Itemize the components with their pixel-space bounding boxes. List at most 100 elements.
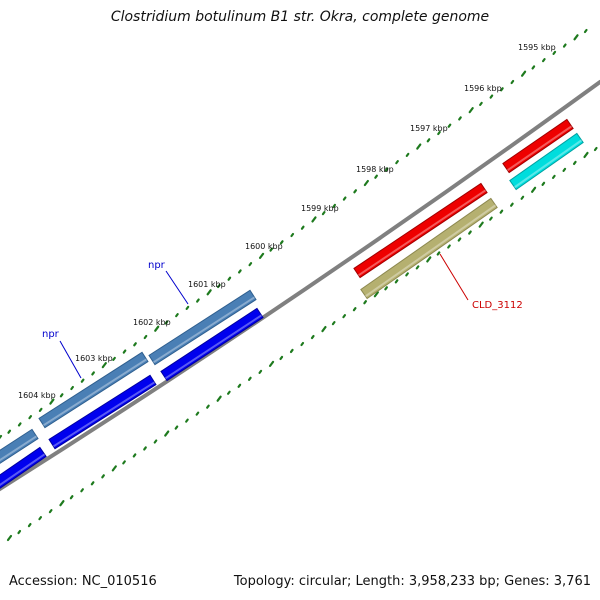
inner-tick-mark — [132, 453, 137, 458]
outer-tick-mark — [206, 289, 212, 296]
outer-tick-mark — [175, 313, 179, 318]
outer-tick-mark — [479, 101, 483, 106]
inner-tick-mark — [80, 488, 84, 493]
outer-tick-mark — [49, 398, 55, 405]
outer-tick-mark — [416, 143, 422, 150]
outer-tick-mark — [290, 232, 295, 238]
inner-tick-mark — [457, 237, 462, 242]
outer-tick-mark — [573, 34, 579, 41]
inner-tick-mark — [342, 314, 347, 319]
inner-tick-mark — [6, 534, 13, 542]
gene-feature-npr[interactable] — [148, 289, 257, 366]
outer-tick-mark — [342, 196, 347, 201]
outer-tick-mark — [426, 138, 431, 143]
gene-label-leader — [165, 270, 189, 305]
outer-tick-mark — [143, 334, 148, 340]
outer-tick-mark — [28, 415, 33, 420]
inner-tick-mark — [478, 221, 484, 228]
inner-tick-mark — [17, 529, 22, 535]
gene-feature-red-6-highlight — [506, 125, 573, 172]
outer-tick-mark — [552, 50, 557, 55]
outer-tick-mark — [101, 362, 107, 369]
inner-tick-mark — [174, 425, 179, 430]
gene-feature-red-6[interactable] — [502, 118, 574, 174]
gene-label-leader — [439, 253, 469, 301]
outer-tick-mark — [321, 211, 326, 216]
gene-feature-blue-5[interactable] — [0, 446, 47, 489]
inner-tick-mark — [122, 460, 126, 465]
outer-tick-mark — [384, 167, 389, 172]
inner-tick-mark — [69, 495, 74, 500]
inner-tick-mark — [59, 500, 65, 507]
gene-label-npr[interactable]: npr — [148, 260, 166, 271]
gene-label-leader — [59, 340, 82, 379]
outer-tick-mark — [583, 28, 588, 34]
map-title: Clostridium botulinum B1 str. Okra, comp… — [110, 9, 490, 25]
outer-tick-mark — [112, 356, 116, 361]
gene-feature-steelblue-2-highlight — [0, 435, 38, 462]
inner-tick-mark — [206, 404, 210, 409]
outer-tick-mark — [217, 283, 221, 289]
gene-feature-npr[interactable] — [38, 351, 149, 429]
outer-tick-mark — [154, 325, 160, 332]
inner-tick-mark — [520, 195, 525, 200]
tick-label-1596-kbp: 1596 kbp — [464, 84, 502, 93]
gene-feature-blue-4[interactable] — [48, 374, 157, 450]
inner-tick-mark — [185, 418, 189, 423]
gene-feature-cld-3112[interactable] — [360, 197, 498, 300]
inner-tick-mark — [415, 265, 420, 270]
inner-tick-mark — [541, 181, 546, 186]
outer-tick-mark — [531, 65, 536, 70]
inner-tick-mark — [90, 481, 95, 486]
gene-feature-steelblue-2[interactable] — [0, 428, 39, 464]
inner-tick-mark — [153, 439, 158, 444]
inner-tick-mark — [101, 474, 105, 479]
gene-feature-blue-3-highlight — [164, 314, 263, 380]
inner-tick-mark — [562, 167, 567, 172]
inner-tick-mark — [321, 325, 327, 333]
outer-tick-mark — [510, 79, 515, 85]
gene-feature-blue-3[interactable] — [160, 307, 264, 382]
outer-tick-mark — [437, 130, 441, 136]
inner-tick-mark — [289, 348, 294, 354]
outer-tick-mark — [500, 87, 504, 92]
inner-tick-mark — [143, 446, 147, 451]
gene-feature-red-7[interactable] — [353, 182, 488, 279]
outer-tick-mark — [468, 107, 474, 114]
gene-feature-npr-highlight — [152, 296, 256, 364]
outer-tick-mark — [17, 422, 22, 427]
inner-tick-mark — [426, 256, 432, 263]
inner-tick-mark — [279, 355, 284, 361]
accession-text: Accession: NC_010516 — [9, 574, 157, 589]
outer-tick-mark — [458, 116, 462, 121]
outer-tick-mark — [59, 393, 64, 398]
inner-tick-mark — [216, 395, 222, 402]
outer-tick-mark — [122, 349, 127, 354]
inner-tick-mark — [489, 216, 493, 221]
outer-tick-mark — [227, 276, 232, 281]
outer-tick-mark — [237, 269, 242, 274]
inner-tick-mark — [237, 383, 242, 388]
outer-tick-mark — [164, 320, 169, 325]
gene-label-npr[interactable]: npr — [42, 329, 60, 340]
outer-tick-mark — [311, 216, 317, 223]
gene-feature-blue-5-highlight — [0, 453, 46, 487]
outer-tick-mark — [395, 160, 399, 165]
inner-tick-mark — [394, 279, 399, 284]
inner-tick-mark — [499, 209, 504, 214]
gene-feature-cyan-8[interactable] — [509, 132, 584, 191]
tick-label-1600-kbp: 1600 kbp — [245, 242, 283, 251]
inner-tick-mark — [300, 341, 305, 347]
gene-feature-blue-4-highlight — [52, 381, 156, 448]
tick-label-1604-kbp: 1604 kbp — [18, 391, 56, 400]
outer-tick-mark — [91, 371, 95, 376]
inner-tick-mark — [164, 430, 170, 437]
inner-tick-mark — [227, 390, 231, 395]
tick-label-1598-kbp: 1598 kbp — [356, 165, 394, 174]
gene-label-cld-3112[interactable]: CLD_3112 — [472, 300, 523, 311]
outer-tick-mark — [0, 434, 3, 440]
tick-label-1602-kbp: 1602 kbp — [133, 318, 171, 327]
outer-tick-mark — [562, 43, 567, 48]
